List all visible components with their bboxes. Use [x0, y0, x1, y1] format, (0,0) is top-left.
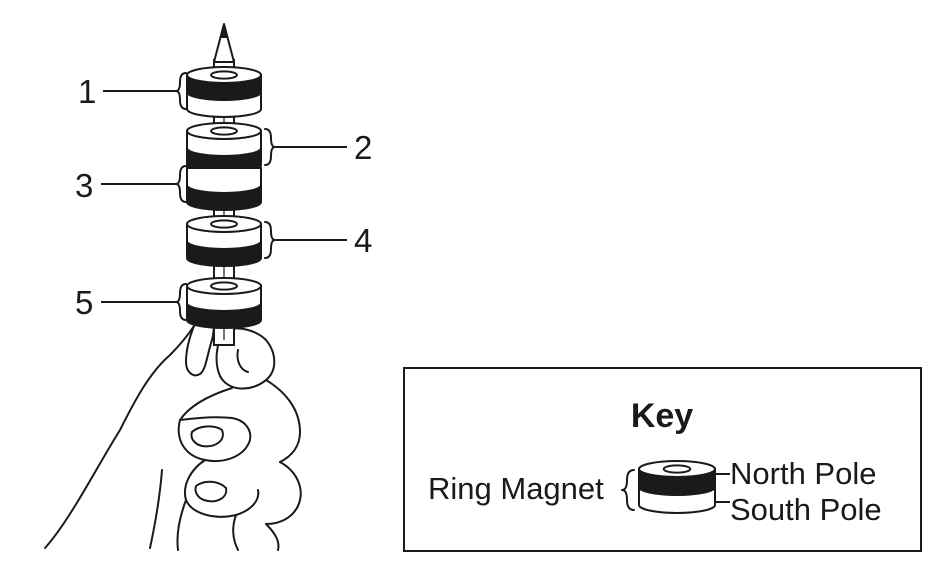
label-1-text: 1	[78, 73, 96, 110]
label-3-text: 3	[75, 167, 93, 204]
ring-magnet-3	[186, 167, 262, 211]
key-box: Key Ring Magnet North Pole South Pole	[403, 367, 922, 552]
label-4-text: 4	[354, 222, 372, 259]
pencil-tip	[213, 23, 235, 63]
hand-illustration	[44, 321, 302, 551]
label-2-text: 2	[354, 129, 372, 166]
key-ring-magnet-label: Ring Magnet	[428, 471, 604, 506]
magnet-stack	[186, 66, 262, 329]
stack-label-5: 5	[75, 283, 187, 321]
stack-label-2: 2	[264, 128, 372, 166]
ring-magnet-5	[186, 277, 262, 329]
ring-magnet-4	[186, 215, 262, 267]
label-5-text: 5	[75, 284, 93, 321]
stack-labels: 1 2 3 4 5	[75, 72, 372, 321]
stack-label-4: 4	[264, 221, 372, 259]
key-ring-magnet	[638, 460, 716, 514]
ring-magnet-2	[186, 122, 262, 174]
stack-label-1: 1	[78, 72, 187, 110]
key-north-pole-label: North Pole	[730, 456, 876, 491]
key-south-pole-label: South Pole	[730, 492, 882, 527]
key-brace	[621, 469, 635, 511]
stack-label-3: 3	[75, 165, 187, 204]
key-title: Key	[631, 397, 693, 435]
key-border	[403, 367, 922, 552]
key-ring-magnet-icon	[638, 460, 716, 514]
ring-magnet-1	[186, 66, 262, 118]
